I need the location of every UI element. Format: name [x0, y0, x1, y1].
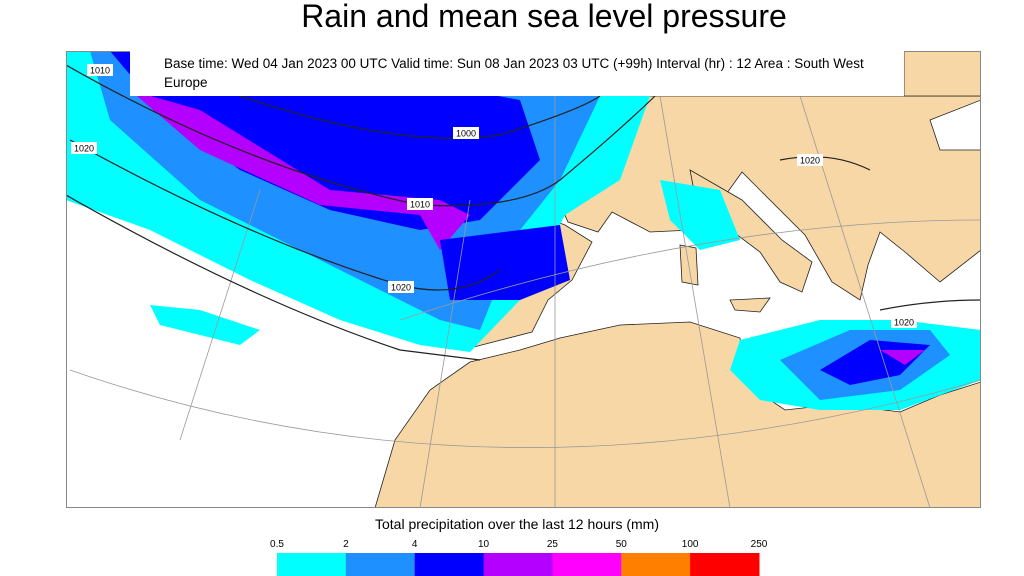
legend-tick-label: 2 — [343, 539, 349, 550]
legend-tick-label: 50 — [616, 539, 628, 550]
isobar-label: 1010 — [410, 200, 430, 210]
isobar-label: 1020 — [800, 156, 820, 166]
legend-tick-label: 4 — [412, 539, 418, 550]
legend-swatch — [345, 553, 416, 576]
legend-swatch — [690, 553, 760, 576]
isobar-label-box — [388, 281, 414, 293]
isobar-label-box — [407, 198, 433, 210]
isobar-labels: 1010 1000 1010 1020 1020 1020 1020 — [71, 64, 917, 328]
isobar-label-box — [797, 154, 823, 166]
inland-sea — [929, 99, 981, 151]
isobar-label-box — [87, 64, 113, 76]
legend-title: Total precipitation over the last 12 hou… — [375, 516, 659, 532]
isobar-label-box — [891, 316, 917, 328]
legend: 0.5 2 4 10 25 50 100 250 — [270, 539, 768, 576]
isobar-label-box — [453, 127, 479, 139]
legend-tick-label: 250 — [751, 539, 768, 550]
legend-tick-label: 10 — [478, 539, 490, 550]
isobar-label: 1020 — [391, 283, 411, 293]
legend-swatch — [414, 553, 485, 576]
legend-swatch — [552, 553, 622, 576]
legend-swatch — [483, 553, 553, 576]
isobar-label: 1000 — [456, 129, 476, 139]
map: 1010 1000 1010 1020 1020 1020 1020 — [66, 51, 981, 508]
isobar-label: 1020 — [74, 144, 94, 154]
legend-tick-label: 100 — [682, 539, 699, 550]
legend-swatch — [277, 553, 347, 576]
subtitle: Base time: Wed 04 Jan 2023 00 UTC Valid … — [130, 51, 904, 96]
title: Rain and mean sea level pressure — [301, 0, 787, 34]
legend-tick-label: 25 — [547, 539, 559, 550]
legend-swatch — [621, 553, 691, 576]
isobar-label-box — [71, 142, 97, 154]
isobar-label: 1020 — [894, 318, 914, 328]
isobar-label: 1010 — [90, 66, 110, 76]
legend-tick-label: 0.5 — [270, 539, 284, 550]
